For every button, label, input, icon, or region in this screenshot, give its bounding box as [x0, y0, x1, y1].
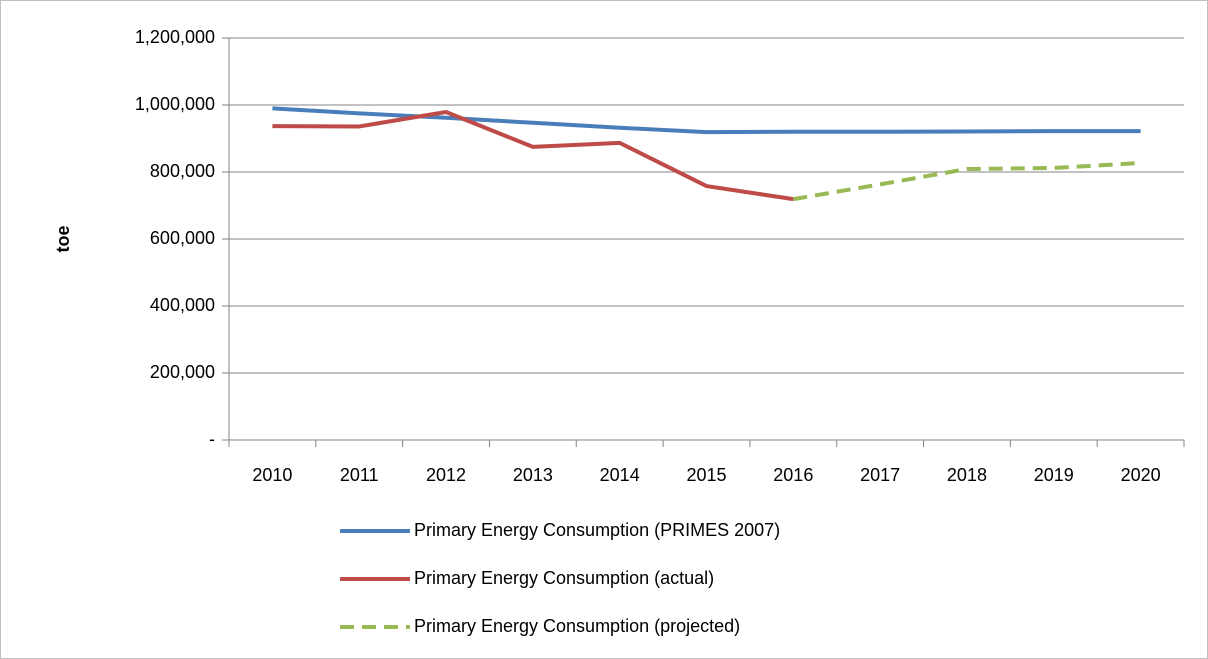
- y-tick-label: 1,000,000: [135, 94, 215, 114]
- y-tick-label: 1,200,000: [135, 27, 215, 47]
- y-tick-label: -: [209, 429, 215, 449]
- x-tick-label: 2013: [513, 465, 553, 485]
- legend-label: Primary Energy Consumption (projected): [414, 616, 740, 636]
- x-tick-label: 2012: [426, 465, 466, 485]
- legend-label: Primary Energy Consumption (actual): [414, 568, 714, 588]
- y-tick-label: 400,000: [150, 295, 215, 315]
- x-tick-label: 2016: [773, 465, 813, 485]
- x-tick-label: 2018: [947, 465, 987, 485]
- x-tick-label: 2019: [1034, 465, 1074, 485]
- y-tick-label: 200,000: [150, 362, 215, 382]
- x-tick-label: 2011: [340, 465, 379, 485]
- y-axis-label: toe: [53, 226, 73, 253]
- y-tick-label: 800,000: [150, 161, 215, 181]
- x-tick-label: 2014: [600, 465, 640, 485]
- y-tick-label: 600,000: [150, 228, 215, 248]
- x-tick-label: 2010: [252, 465, 292, 485]
- legend-label: Primary Energy Consumption (PRIMES 2007): [414, 520, 780, 540]
- x-tick-label: 2017: [860, 465, 900, 485]
- series-line: [792, 160, 1141, 202]
- series-line: [272, 110, 794, 202]
- x-tick-label: 2020: [1121, 465, 1161, 485]
- x-tick-label: 2015: [686, 465, 726, 485]
